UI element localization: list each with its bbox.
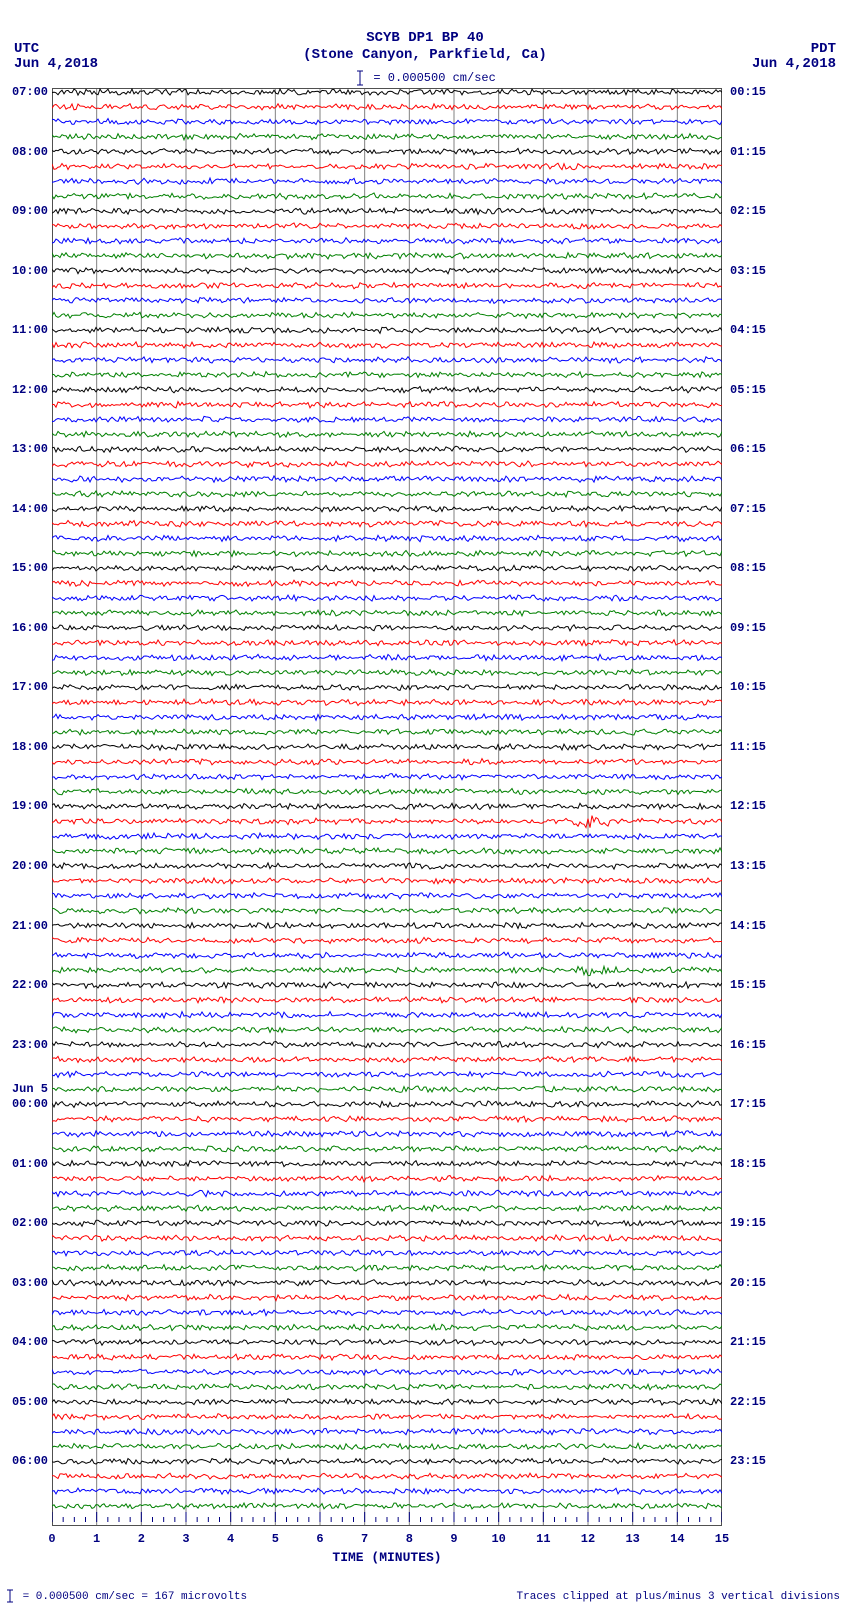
right-time-label: 13:15 (730, 860, 850, 872)
scale-text: = 0.000500 cm/sec (373, 71, 495, 85)
right-time-label: 11:15 (730, 741, 850, 753)
x-tick-label: 10 (491, 1532, 505, 1546)
right-time-label: 20:15 (730, 1277, 850, 1289)
x-axis-label: TIME (MINUTES) (52, 1550, 722, 1565)
x-tick-label: 13 (625, 1532, 639, 1546)
right-time-label: 05:15 (730, 384, 850, 396)
right-time-label: 08:15 (730, 562, 850, 574)
left-time-label: 08:00 (0, 146, 48, 158)
left-time-label: 17:00 (0, 681, 48, 693)
footer-right: Traces clipped at plus/minus 3 vertical … (517, 1591, 840, 1603)
chart-subtitle: (Stone Canyon, Parkfield, Ca) (0, 47, 850, 64)
chart-title: SCYB DP1 BP 40 (0, 30, 850, 47)
left-time-label: 20:00 (0, 860, 48, 872)
x-tick-label: 0 (48, 1532, 55, 1546)
left-time-label: 15:00 (0, 562, 48, 574)
left-time-label: 11:00 (0, 324, 48, 336)
left-time-label: 07:00 (0, 86, 48, 98)
footer-left-text: = 0.000500 cm/sec = 167 microvolts (23, 1591, 247, 1603)
left-time-label: 13:00 (0, 443, 48, 455)
x-tick-label: 8 (406, 1532, 413, 1546)
right-time-label: 12:15 (730, 800, 850, 812)
right-time-label: 17:15 (730, 1098, 850, 1110)
left-time-label: 09:00 (0, 205, 48, 217)
right-time-label: 22:15 (730, 1396, 850, 1408)
left-time-label: 10:00 (0, 265, 48, 277)
pdt-time-labels: 00:15 01:15 02:15 03:15 04:15 05:15 06:15 07:15… (726, 88, 850, 1526)
right-time-label: 09:15 (730, 622, 850, 634)
x-tick-label: 1 (93, 1532, 100, 1546)
left-time-label: 05:00 (0, 1396, 48, 1408)
right-time-label: 23:15 (730, 1455, 850, 1467)
right-time-label: 16:15 (730, 1039, 850, 1051)
right-time-label: 15:15 (730, 979, 850, 991)
right-time-label: 21:15 (730, 1336, 850, 1348)
right-time-label: 06:15 (730, 443, 850, 455)
right-time-label: 01:15 (730, 146, 850, 158)
x-tick-label: 11 (536, 1532, 550, 1546)
left-time-label: 12:00 (0, 384, 48, 396)
date-left-label: Jun 4,2018 (14, 56, 98, 72)
helicorder-plot (52, 88, 722, 1526)
x-tick-label: 3 (182, 1532, 189, 1546)
right-time-label: 02:15 (730, 205, 850, 217)
tz-right-label: PDT (811, 41, 836, 57)
x-tick-label: 9 (450, 1532, 457, 1546)
left-time-label: 21:00 (0, 920, 48, 932)
left-time-label: 16:00 (0, 622, 48, 634)
left-time-label: 06:00 (0, 1455, 48, 1467)
left-time-label: 02:00 (0, 1217, 48, 1229)
right-time-label: 07:15 (730, 503, 850, 515)
left-time-label: 14:00 (0, 503, 48, 515)
left-time-label: 18:00 (0, 741, 48, 753)
left-time-label: 00:00 (0, 1098, 48, 1110)
footer-left: = 0.000500 cm/sec = 167 microvolts (4, 1589, 247, 1603)
left-time-label: Jun 5 (0, 1083, 48, 1095)
x-tick-label: 5 (272, 1532, 279, 1546)
left-time-label: 22:00 (0, 979, 48, 991)
left-time-label: 23:00 (0, 1039, 48, 1051)
x-tick-label: 14 (670, 1532, 684, 1546)
left-time-label: 03:00 (0, 1277, 48, 1289)
helicorder-svg (52, 88, 722, 1526)
right-time-label: 00:15 (730, 86, 850, 98)
right-time-label: 19:15 (730, 1217, 850, 1229)
chart-header: SCYB DP1 BP 40 (Stone Canyon, Parkfield,… (0, 0, 850, 64)
right-time-label: 18:15 (730, 1158, 850, 1170)
left-time-label: 04:00 (0, 1336, 48, 1348)
right-time-label: 03:15 (730, 265, 850, 277)
scale-indicator: = 0.000500 cm/sec (0, 70, 850, 86)
x-tick-label: 2 (138, 1532, 145, 1546)
utc-time-labels: 07:00 08:00 09:00 10:00 11:00 12:00 13:00 14:00… (0, 88, 50, 1526)
x-tick-label: 4 (227, 1532, 234, 1546)
seismogram-page: UTC Jun 4,2018 PDT Jun 4,2018 SCYB DP1 B… (0, 0, 850, 1613)
left-time-label: 19:00 (0, 800, 48, 812)
x-tick-label: 12 (581, 1532, 595, 1546)
x-tick-label: 6 (316, 1532, 323, 1546)
right-time-label: 10:15 (730, 681, 850, 693)
x-tick-label: 15 (715, 1532, 729, 1546)
right-time-label: 14:15 (730, 920, 850, 932)
tz-left-label: UTC (14, 41, 39, 57)
x-tick-label: 7 (361, 1532, 368, 1546)
left-time-label: 01:00 (0, 1158, 48, 1170)
right-time-label: 04:15 (730, 324, 850, 336)
date-right-label: Jun 4,2018 (752, 56, 836, 72)
